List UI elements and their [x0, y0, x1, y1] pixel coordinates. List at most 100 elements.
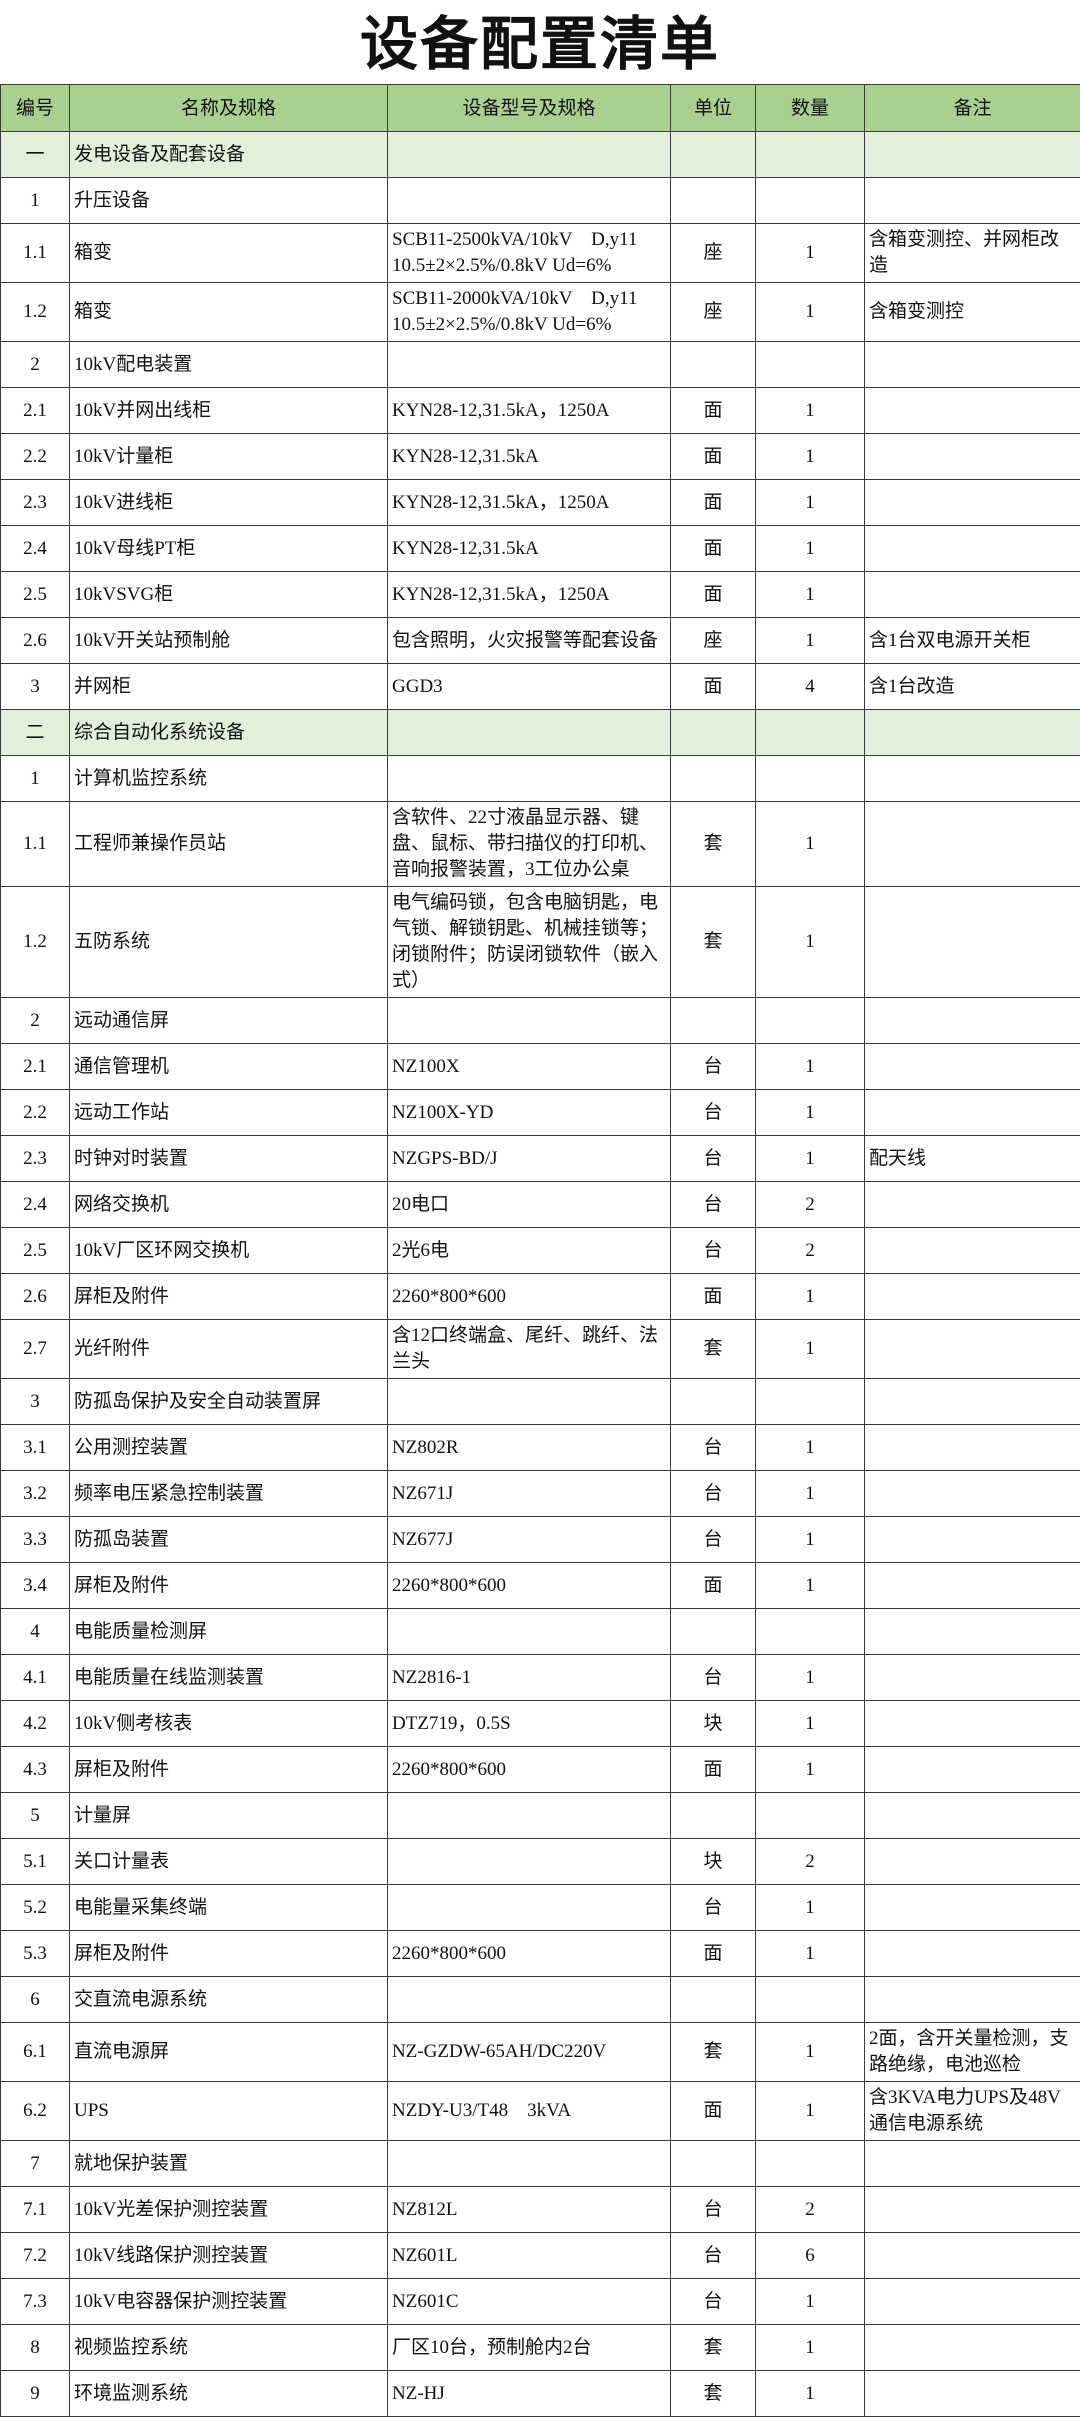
- header-note: 备注: [865, 85, 1080, 132]
- cell-unit: [671, 178, 756, 224]
- cell-model: KYN28-12,31.5kA，1250A: [388, 572, 671, 618]
- cell-note: [865, 526, 1080, 572]
- cell-model: [388, 132, 671, 178]
- cell-note: [865, 2141, 1080, 2187]
- cell-name: 公用测控装置: [70, 1425, 388, 1471]
- cell-model: [388, 998, 671, 1044]
- cell-qty: 1: [756, 1655, 865, 1701]
- cell-name: 综合自动化系统设备: [70, 710, 388, 756]
- cell-qty: 1: [756, 2371, 865, 2417]
- cell-model: [388, 1609, 671, 1655]
- cell-note: [865, 1839, 1080, 1885]
- cell-model: 2260*800*600: [388, 1931, 671, 1977]
- header-qty: 数量: [756, 85, 865, 132]
- cell-name: 远动通信屏: [70, 998, 388, 1044]
- cell-note: [865, 1931, 1080, 1977]
- cell-name: 直流电源屏: [70, 2023, 388, 2082]
- cell-name: 计量屏: [70, 1793, 388, 1839]
- cell-qty: 6: [756, 2233, 865, 2279]
- cell-unit: 面: [671, 1747, 756, 1793]
- cell-unit: 套: [671, 2371, 756, 2417]
- cell-no: 6.1: [1, 2023, 70, 2082]
- cell-unit: 套: [671, 2023, 756, 2082]
- cell-unit: 台: [671, 1517, 756, 1563]
- cell-note: [865, 434, 1080, 480]
- cell-no: 一: [1, 132, 70, 178]
- cell-note: [865, 1379, 1080, 1425]
- cell-no: 5.1: [1, 1839, 70, 1885]
- cell-note: [865, 1885, 1080, 1931]
- cell-qty: 1: [756, 572, 865, 618]
- cell-unit: 套: [671, 887, 756, 998]
- cell-name: 10kV并网出线柜: [70, 388, 388, 434]
- cell-name: 10kV电容器保护测控装置: [70, 2279, 388, 2325]
- cell-no: 2.7: [1, 1320, 70, 1379]
- cell-model: NZ-HJ: [388, 2371, 671, 2417]
- cell-qty: [756, 342, 865, 388]
- cell-name: 视频监控系统: [70, 2325, 388, 2371]
- cell-unit: [671, 2141, 756, 2187]
- cell-model: [388, 710, 671, 756]
- cell-no: 2.3: [1, 1136, 70, 1182]
- cell-no: 3: [1, 1379, 70, 1425]
- cell-note: [865, 132, 1080, 178]
- cell-name: UPS: [70, 2082, 388, 2141]
- cell-qty: 1: [756, 1885, 865, 1931]
- section-row: 二综合自动化系统设备: [1, 710, 1080, 756]
- cell-no: 2.5: [1, 1228, 70, 1274]
- cell-name: 箱变: [70, 283, 388, 342]
- cell-name: 通信管理机: [70, 1044, 388, 1090]
- cell-qty: 1: [756, 2023, 865, 2082]
- cell-name: 环境监测系统: [70, 2371, 388, 2417]
- cell-unit: [671, 756, 756, 802]
- header-unit: 单位: [671, 85, 756, 132]
- cell-no: 6: [1, 1977, 70, 2023]
- cell-no: 3.3: [1, 1517, 70, 1563]
- cell-note: [865, 2279, 1080, 2325]
- cell-no: 4: [1, 1609, 70, 1655]
- cell-name: 防孤岛装置: [70, 1517, 388, 1563]
- cell-note: 2面，含开关量检测，支路绝缘，电池巡检: [865, 2023, 1080, 2082]
- cell-model: 2光6电: [388, 1228, 671, 1274]
- cell-unit: [671, 132, 756, 178]
- cell-model: 2260*800*600: [388, 1274, 671, 1320]
- cell-qty: [756, 710, 865, 756]
- cell-name: 网络交换机: [70, 1182, 388, 1228]
- cell-model: NZ2816-1: [388, 1655, 671, 1701]
- cell-qty: 2: [756, 1182, 865, 1228]
- cell-model: NZ802R: [388, 1425, 671, 1471]
- cell-model: 20电口: [388, 1182, 671, 1228]
- cell-name: 电能质量检测屏: [70, 1609, 388, 1655]
- cell-model: 2260*800*600: [388, 1563, 671, 1609]
- section-row: 一发电设备及配套设备: [1, 132, 1080, 178]
- cell-unit: 面: [671, 572, 756, 618]
- cell-model: NZ601C: [388, 2279, 671, 2325]
- cell-unit: 座: [671, 618, 756, 664]
- cell-name: 10kV侧考核表: [70, 1701, 388, 1747]
- cell-model: 含软件、22寸液晶显示器、键盘、鼠标、带扫描仪的打印机、音响报警装置，3工位办公…: [388, 802, 671, 887]
- cell-note: [865, 1747, 1080, 1793]
- cell-note: [865, 178, 1080, 224]
- cell-note: [865, 710, 1080, 756]
- cell-no: 4.3: [1, 1747, 70, 1793]
- cell-qty: 1: [756, 1274, 865, 1320]
- header-name: 名称及规格: [70, 85, 388, 132]
- cell-unit: 座: [671, 283, 756, 342]
- cell-name: 电能质量在线监测装置: [70, 1655, 388, 1701]
- cell-note: [865, 1701, 1080, 1747]
- cell-unit: 台: [671, 1425, 756, 1471]
- cell-name: 并网柜: [70, 664, 388, 710]
- cell-name: 发电设备及配套设备: [70, 132, 388, 178]
